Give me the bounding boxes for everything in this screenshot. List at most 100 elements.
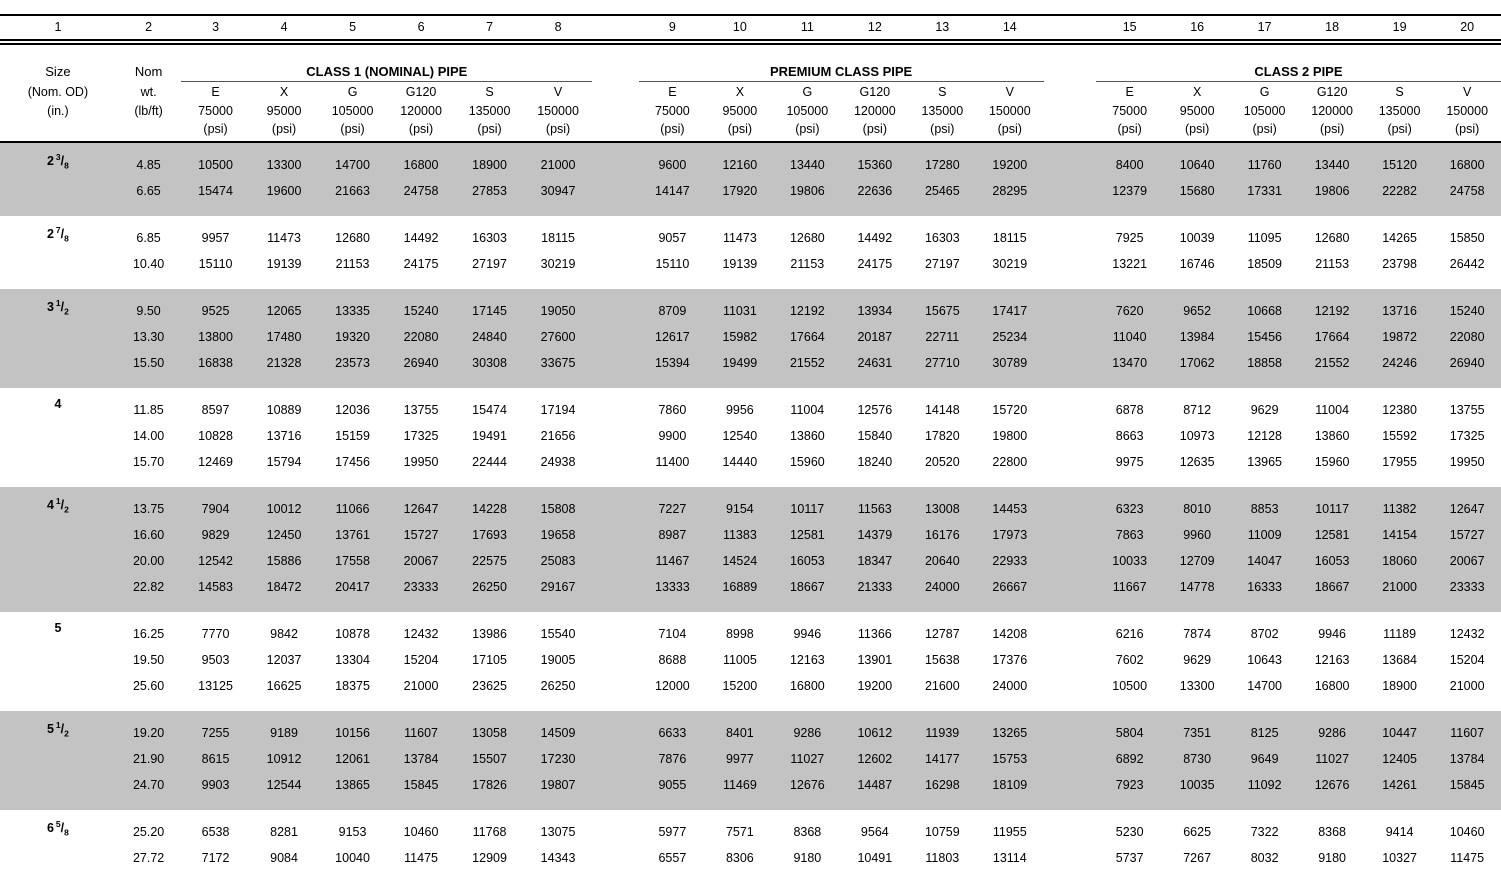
size-denominator: 8	[64, 233, 69, 244]
column-number: 13	[908, 14, 977, 45]
premium-strength-value: 11031	[722, 304, 757, 318]
weight-value: 6.65	[136, 184, 161, 198]
class2-strength-value: 7322	[1250, 825, 1279, 839]
class1-strength-value: 15794	[266, 455, 302, 469]
class2-strength-value: 5230	[1115, 825, 1144, 839]
premium-strength-value: 12000	[655, 679, 690, 693]
premium-strength-value: 9900	[658, 429, 687, 443]
column-spacer	[592, 120, 639, 143]
class2-strength-value: 15845	[1449, 778, 1485, 792]
premium-strength-value: 9057	[658, 231, 687, 245]
class2-strength-value: 8368	[1318, 825, 1347, 839]
column-number: 4	[249, 14, 319, 45]
premium-strength-value: 15360	[857, 158, 893, 172]
premium-strength-value: 12163	[789, 653, 825, 667]
premium-strength-value: 11939	[925, 726, 960, 740]
class2-strength-value: 11009	[1247, 528, 1282, 542]
class1-strength-value: 10040	[335, 851, 370, 865]
column-number: 15	[1095, 14, 1164, 45]
premium-strength-value: 15200	[722, 679, 758, 693]
premium-strength-value: 12787	[924, 627, 960, 641]
row-group: 2 3/8 4.85 10500 13300 14700 16800 18900 21000 96…	[0, 142, 1501, 216]
psi-unit-label: (psi)	[455, 120, 524, 143]
strength-header-row: (in.) (lb/ft) 75000 95000 105000 120000 135000…	[0, 101, 1501, 120]
class2-strength-value: 16746	[1179, 257, 1215, 271]
size-label: 5 1/2	[0, 711, 116, 798]
class1-strength-value: 22444	[472, 455, 507, 469]
column-spacer	[1044, 324, 1096, 350]
psi-unit-label: (psi)	[1095, 120, 1164, 143]
grade-header: V	[1463, 85, 1472, 99]
column-spacer	[1044, 423, 1096, 449]
grade-strength-header: 105000	[1243, 104, 1286, 118]
class1-strength-value: 19005	[540, 653, 576, 667]
class1-strength-value: 13865	[335, 778, 370, 792]
class1-strength-value: 17693	[472, 528, 507, 542]
class1-strength-value: 7172	[201, 851, 230, 865]
premium-strength-value: 11005	[722, 653, 757, 667]
premium-strength-value: 8987	[658, 528, 687, 542]
premium-strength-value: 7104	[658, 627, 687, 641]
premium-strength-value: 8688	[658, 653, 687, 667]
class1-strength-value: 19658	[540, 528, 576, 542]
class1-strength-value: 14492	[403, 231, 439, 245]
premium-strength-value: 25234	[992, 330, 1028, 344]
class1-strength-value: 17558	[335, 554, 370, 568]
class2-strength-value: 22282	[1382, 184, 1417, 198]
premium-strength-value: 12680	[789, 231, 825, 245]
class2-strength-value: 10973	[1179, 429, 1215, 443]
size-numerator: 1	[55, 720, 61, 730]
class2-strength-value: 10500	[1112, 679, 1148, 693]
size-whole: 5	[46, 722, 54, 737]
grade-header: G120	[405, 85, 437, 99]
premium-strength-value: 12676	[789, 778, 825, 792]
table-row: 2 3/8 4.85 10500 13300 14700 16800 18900 21000 96…	[0, 142, 1501, 178]
class1-strength-value: 15110	[198, 257, 233, 271]
class1-strength-value: 17194	[540, 403, 576, 417]
premium-strength-value: 22636	[857, 184, 893, 198]
table-row: 22.82 14583 18472 20417 23333 26250 29167 13333…	[0, 574, 1501, 600]
class2-strength-value: 13984	[1179, 330, 1215, 344]
class1-strength-value: 8615	[201, 752, 230, 766]
premium-strength-value: 10117	[790, 502, 825, 516]
class1-strength-value: 7904	[201, 502, 230, 516]
column-spacer	[592, 251, 638, 277]
premium-strength-value: 25465	[924, 184, 960, 198]
psi-unit-label: (psi)	[841, 120, 909, 143]
class2-strength-value: 18900	[1382, 679, 1417, 693]
premium-strength-value: 16889	[722, 580, 758, 594]
class2-strength-value: 13440	[1314, 158, 1350, 172]
grade-strength-header: 120000	[400, 104, 442, 118]
size-label: 2 7/8	[0, 216, 116, 277]
psi-unit-label: (psi)	[523, 120, 593, 143]
row-group: 2 7/8 6.85 9957 11473 12680 14492 16303 18115 905…	[0, 216, 1501, 289]
psi-unit-label: (psi)	[773, 120, 842, 143]
size-fraction: 3/8	[55, 152, 69, 171]
premium-strength-value: 12540	[722, 429, 758, 443]
class1-strength-value: 14583	[198, 580, 233, 594]
column-spacer	[1044, 612, 1096, 647]
class2-strength-value: 10460	[1449, 825, 1485, 839]
class1-strength-value: 16800	[403, 158, 439, 172]
class2-strength-value: 7925	[1115, 231, 1144, 245]
class2-strength-value: 10643	[1247, 653, 1283, 667]
class1-strength-value: 17456	[335, 455, 370, 469]
weight-value: 13.75	[132, 502, 165, 516]
class2-strength-value: 13684	[1382, 653, 1417, 667]
class1-strength-value: 27853	[472, 184, 507, 198]
size-whole: 2	[46, 227, 54, 242]
group-padding	[0, 376, 1501, 388]
premium-strength-value: 22800	[992, 455, 1028, 469]
grade-header: E	[1125, 85, 1134, 99]
header-gap-row	[0, 42, 1501, 61]
grade-header: G	[1259, 85, 1270, 99]
column-spacer	[1044, 289, 1096, 324]
class1-strength-value: 12544	[266, 778, 302, 792]
class2-strength-value: 26940	[1449, 356, 1485, 370]
premium-strength-value: 17920	[722, 184, 758, 198]
class2-strength-value: 11189	[1383, 627, 1417, 641]
weight-header-line: wt.	[140, 84, 157, 99]
grade-strength-header: 75000	[198, 104, 233, 118]
row-group: 4 1/2 13.75 7904 10012 11066 12647 14228 15808 72…	[0, 487, 1501, 612]
class2-strength-value: 7863	[1115, 528, 1144, 542]
